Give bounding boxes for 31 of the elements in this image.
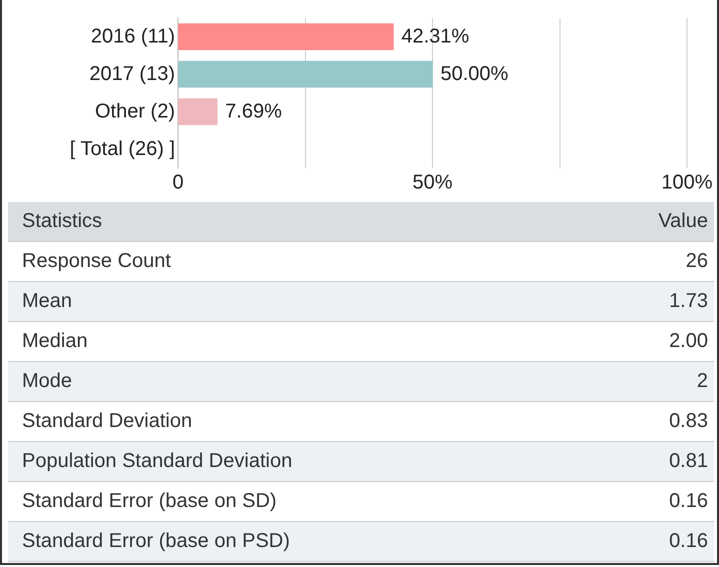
text: 2 [577, 362, 714, 402]
text: 26 [577, 242, 714, 282]
text: Response Count [8, 242, 578, 282]
bar [178, 23, 394, 50]
text: Statistics [8, 202, 578, 242]
y-tick-label: Other (2) [94, 100, 175, 122]
text: 0.16 [577, 482, 714, 522]
text: Standard Error (base on PSD) [8, 522, 578, 562]
data-label: 42.31% [401, 25, 470, 48]
y-tick-label: [ Total (26) ] [70, 138, 175, 160]
text: Mean [8, 282, 578, 322]
y-tick-label: 2016 (11) [90, 25, 175, 48]
y-tick-label: 2017 (13) [89, 62, 175, 85]
text: 2.00 [577, 322, 714, 362]
data-label: 7.69% [225, 100, 282, 122]
x-tick-label: 50% [412, 172, 453, 194]
text: Standard Deviation [8, 402, 578, 442]
text: 0.16 [577, 522, 714, 562]
text: Population Standard Deviation [8, 442, 578, 482]
x-tick-label: 100% [661, 172, 713, 194]
bar [178, 60, 433, 88]
text: Standard Error (base on SD) [8, 482, 578, 522]
text: Median [8, 322, 578, 362]
bar [178, 98, 218, 126]
x-tick-label: 0 [172, 172, 184, 194]
text: 0.81 [577, 442, 714, 482]
text: Value [577, 202, 714, 242]
text: 0.83 [577, 402, 714, 442]
text: Mode [8, 362, 578, 402]
data-label: 50.00% [440, 62, 509, 85]
text: 1.73 [577, 282, 714, 322]
